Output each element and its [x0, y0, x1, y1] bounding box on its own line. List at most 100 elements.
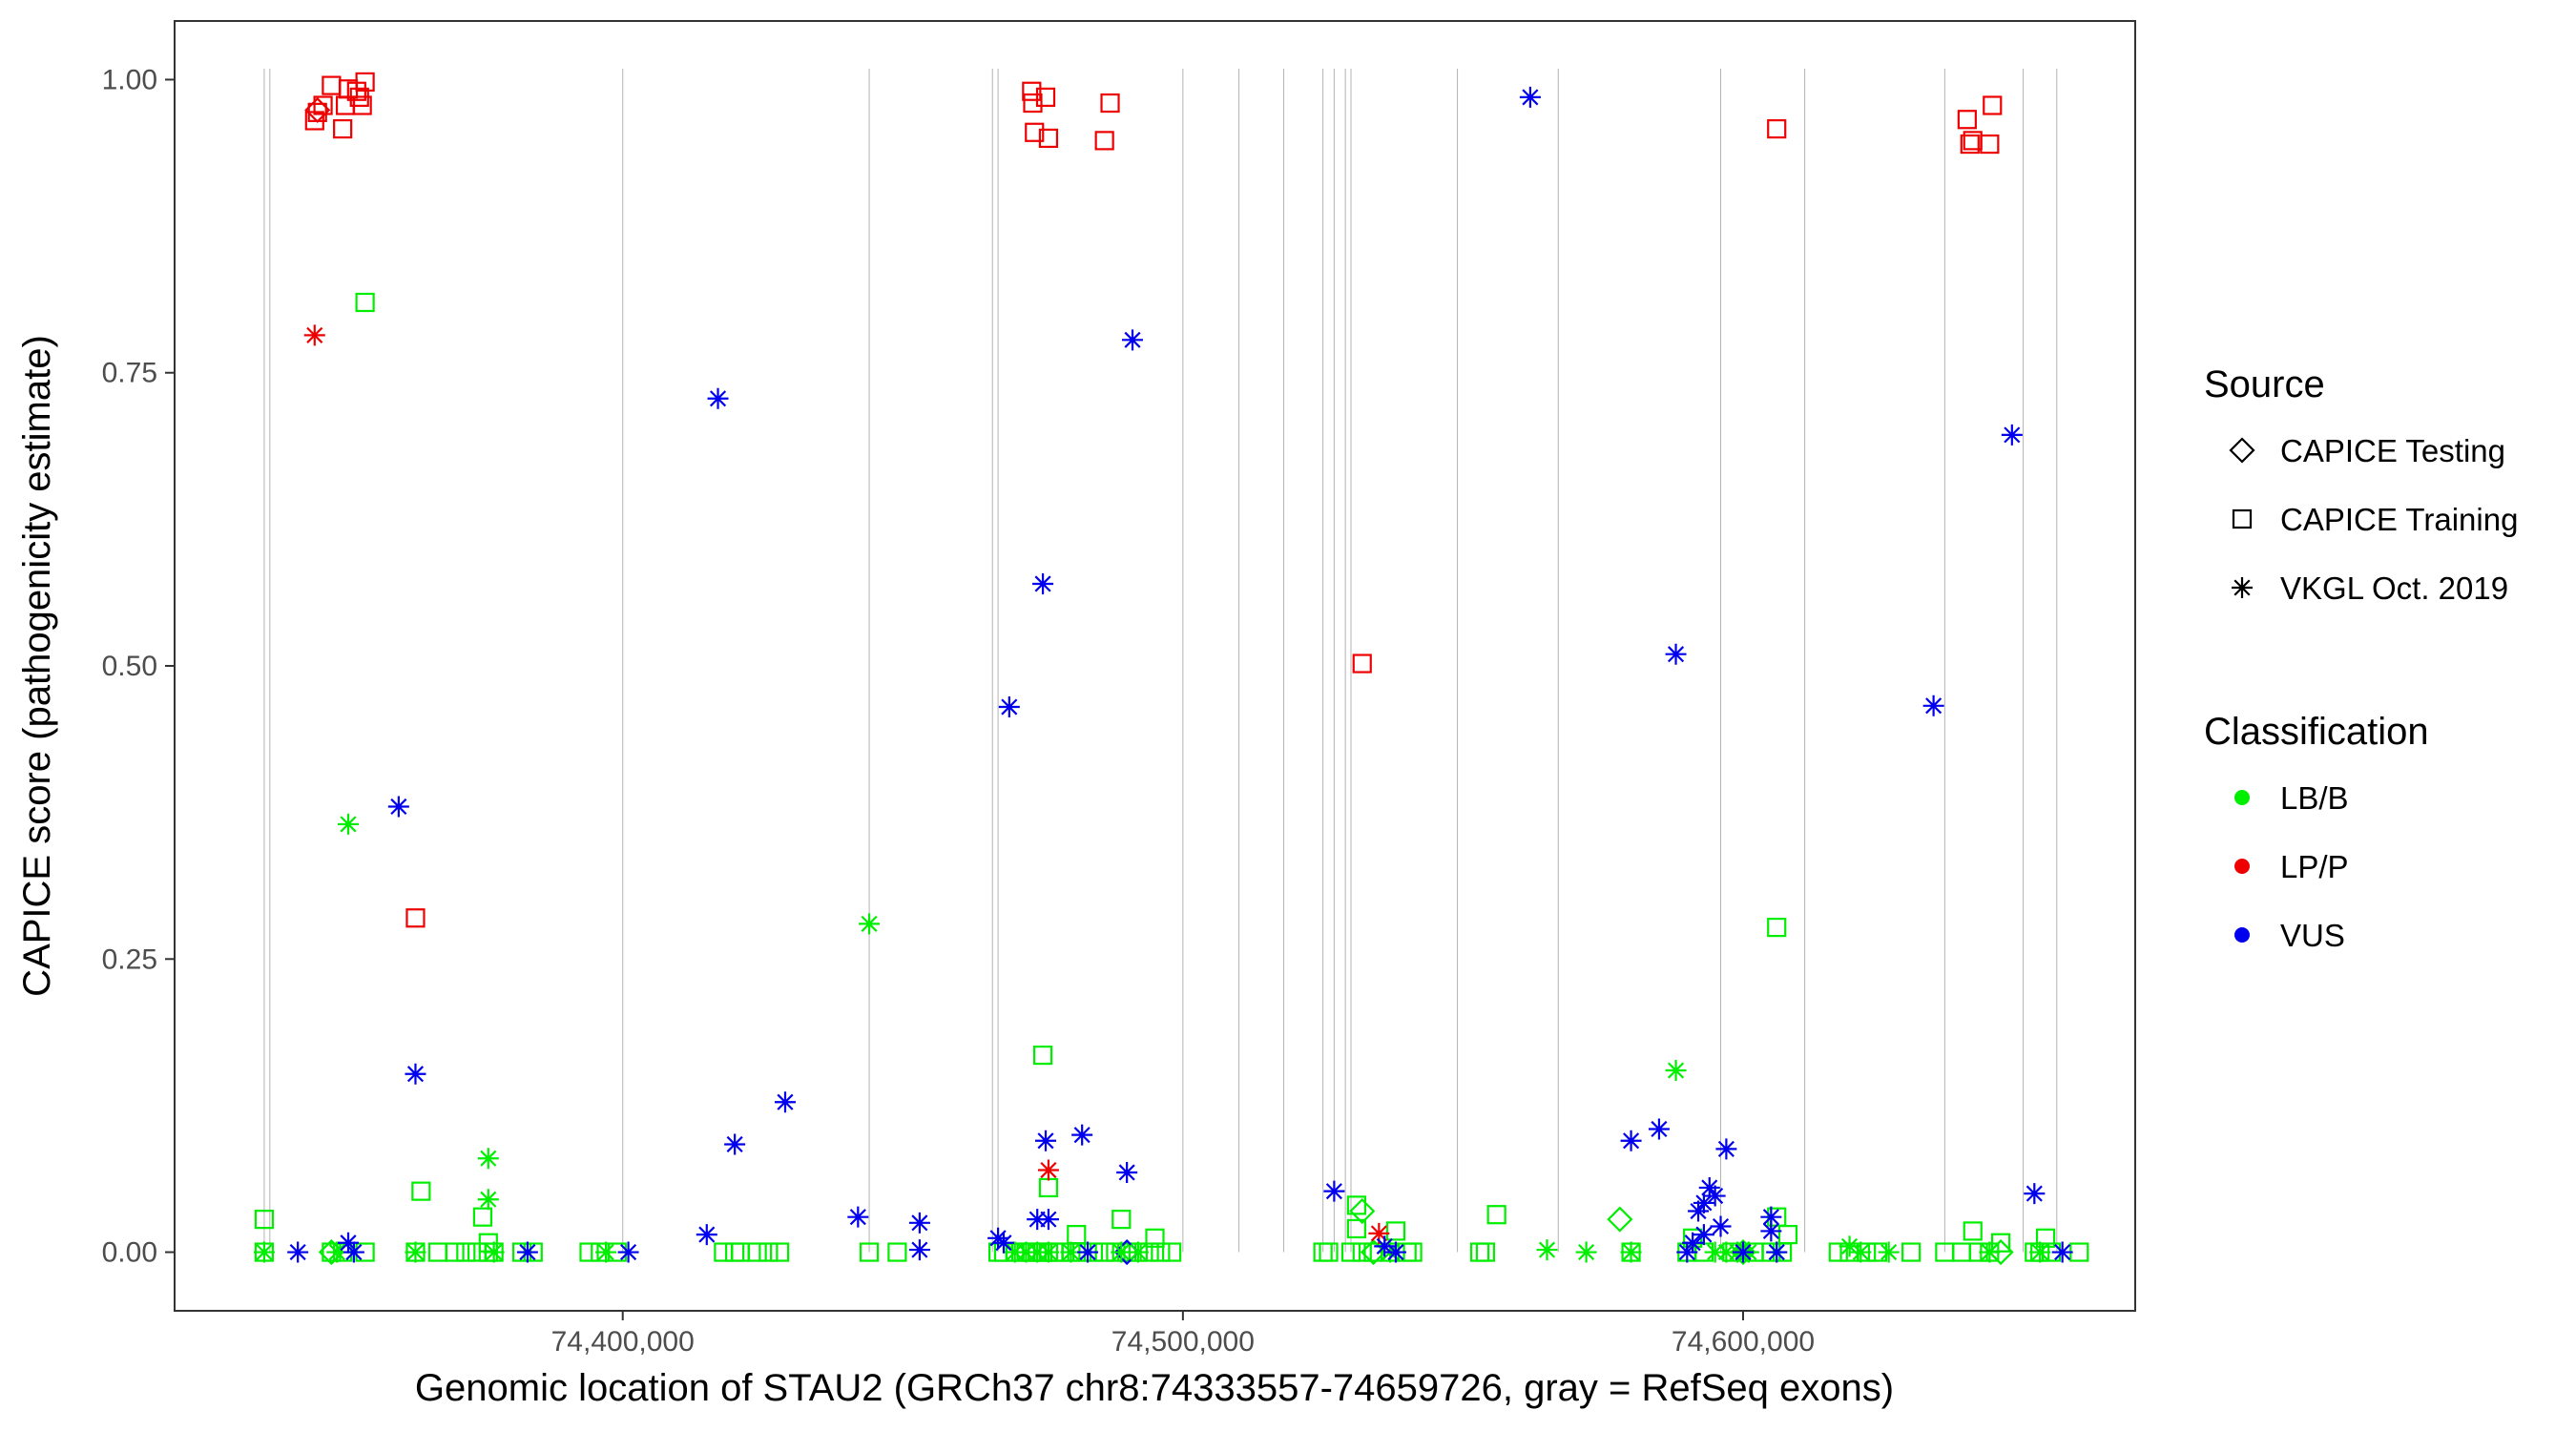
data-point: [1704, 1241, 1726, 1263]
legend-key-square: [2232, 508, 2253, 529]
data-point: [847, 1206, 869, 1228]
data-point: [1957, 110, 1977, 130]
data-point: [1960, 134, 1980, 155]
data-point: [774, 1091, 796, 1113]
data-point: [304, 96, 331, 123]
data-point: [747, 1242, 767, 1262]
data-point: [1777, 1225, 1798, 1245]
data-point: [1475, 1242, 1496, 1262]
legend-label-source: CAPICE Training: [2280, 502, 2518, 537]
data-point: [1715, 1138, 1737, 1160]
data-point: [1922, 695, 1944, 716]
data-point: [445, 1242, 465, 1262]
data-point: [1352, 1242, 1372, 1262]
data-point: [1352, 653, 1372, 674]
data-point: [343, 1241, 364, 1263]
data-point: [1733, 1241, 1754, 1263]
data-point: [1151, 1242, 1171, 1262]
data-point: [254, 1210, 275, 1230]
plot-panel-background: [175, 21, 2135, 1311]
data-point: [1575, 1241, 1597, 1263]
legend-classification-entries: LB/B LP/P VUS: [2234, 780, 2349, 953]
data-point: [1878, 1241, 1900, 1263]
data-point: [1077, 1241, 1099, 1263]
data-point: [318, 1238, 344, 1266]
data-point: [1828, 1242, 1848, 1262]
data-point: [1486, 1205, 1506, 1225]
data-point: [758, 1242, 779, 1262]
data-point: [1983, 95, 2003, 115]
x-axis: 74,400,000 74,500,000 74,600,000: [551, 1311, 1815, 1358]
data-point: [1015, 1241, 1037, 1263]
data-point: [1767, 118, 1787, 139]
data-point: [707, 387, 729, 409]
data-point: [1682, 1232, 1704, 1254]
data-point: [1060, 1241, 1082, 1263]
data-point: [770, 1242, 790, 1262]
data-point: [338, 813, 360, 835]
legend-source-entries: CAPICE Testing CAPICE Training VKGL Oct. 2…: [2229, 433, 2518, 606]
data-point: [1385, 1221, 1406, 1241]
legend-key-color-dot: [2234, 859, 2250, 874]
data-point: [326, 1241, 348, 1263]
data-point: [1035, 87, 1056, 107]
data-point: [1127, 1241, 1149, 1263]
data-point: [1004, 1241, 1026, 1263]
data-point: [1698, 1176, 1720, 1198]
data-point: [908, 1212, 930, 1234]
x-tick-label: 74,400,000: [551, 1326, 695, 1358]
data-point: [1037, 1241, 1059, 1263]
data-point: [2001, 424, 2023, 446]
data-point: [859, 913, 881, 935]
data-point: [595, 1241, 617, 1263]
data-point: [1032, 572, 1054, 594]
data-point: [1360, 1238, 1387, 1266]
data-point: [355, 292, 375, 313]
data-point: [1319, 1242, 1339, 1262]
data-point: [1035, 1130, 1057, 1151]
exon-lines: [263, 69, 2058, 1253]
x-tick-label: 74,500,000: [1111, 1326, 1255, 1358]
y-axis: 0.00 0.25 0.50 0.75 1.00: [102, 64, 175, 1269]
data-point: [1027, 1241, 1049, 1263]
data-point: [1022, 81, 1042, 101]
legend-label-source: CAPICE Testing: [2280, 433, 2505, 468]
y-tick-label: 0.75: [102, 358, 157, 389]
data-point: [1023, 93, 1043, 114]
data-point: [1116, 1161, 1138, 1183]
data-point: [1025, 122, 1045, 142]
data-point: [1037, 1209, 1059, 1231]
data-point: [1715, 1241, 1737, 1263]
x-tick-label: 74,600,000: [1672, 1326, 1815, 1358]
data-point: [1850, 1241, 1872, 1263]
data-point: [1839, 1235, 1860, 1257]
data-point: [617, 1241, 639, 1263]
data-point: [1901, 1242, 1922, 1262]
data-point: [1980, 134, 2000, 155]
data-point: [2051, 1241, 2073, 1263]
data-point: [1094, 131, 1114, 151]
data-point: [1122, 329, 1144, 351]
data-point: [2029, 1241, 2051, 1263]
data-point: [405, 1063, 426, 1085]
data-point: [1100, 93, 1120, 114]
data-point: [1027, 1209, 1049, 1231]
data-point: [1688, 1200, 1710, 1222]
data-point: [1038, 128, 1059, 149]
y-tick-label: 0.25: [102, 944, 157, 975]
data-point: [1032, 1045, 1053, 1066]
data-point: [1346, 1218, 1366, 1239]
legend-label-classification: VUS: [2280, 918, 2345, 953]
data-point: [1693, 1224, 1714, 1246]
data-point: [253, 1241, 275, 1263]
data-point: [1963, 1221, 1983, 1241]
data-point: [477, 1148, 499, 1170]
legend: Source CAPICE Testing CAPICE Training VKGL…: [2204, 363, 2518, 953]
data-point: [472, 1207, 493, 1227]
data-point: [333, 118, 353, 139]
y-axis-title: CAPICE score (pathogenicity estimate): [16, 335, 58, 997]
data-point: [1730, 1238, 1756, 1266]
data-point: [1340, 1242, 1361, 1262]
data-point: [1760, 1206, 1782, 1228]
